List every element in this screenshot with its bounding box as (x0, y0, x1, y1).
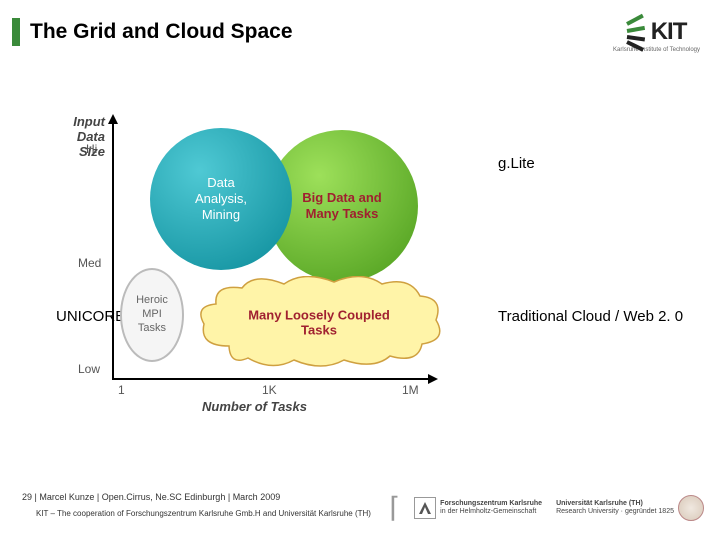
slide-header: The Grid and Cloud Space KIT Karlsruhe I… (0, 18, 720, 53)
y-axis-label-l3: Size (57, 144, 105, 159)
bubble-heroic-mpi-l1: Heroic (136, 294, 168, 306)
footer-meta: 29 | Marcel Kunze | Open.Cirrus, Ne.SC E… (22, 492, 280, 502)
university-seal-icon (678, 495, 704, 521)
y-axis-label-l1: Input (57, 114, 105, 129)
bubble-heroic-mpi: Heroic MPI Tasks (120, 268, 184, 362)
bubble-heroic-mpi-l2: MPI (142, 308, 162, 320)
x-tick-1m: 1M (402, 383, 419, 397)
bubble-big-data-l1: Big Data and (302, 190, 381, 205)
title-wrap: The Grid and Cloud Space (0, 18, 293, 46)
logo-uni-karlsruhe: Universität Karlsruhe (TH) Research Univ… (556, 495, 704, 521)
kit-logo: KIT Karlsruhe Institute of Technology (613, 18, 700, 53)
logo-fzk-l2: in der Helmholtz-Gemeinschaft (440, 508, 542, 516)
fzk-icon (414, 497, 436, 519)
slide-title: The Grid and Cloud Space (30, 20, 293, 44)
logo-uni-l1: Universität Karlsruhe (TH) (556, 500, 674, 508)
logo-uni-l2: Research University · gegründet 1825 (556, 508, 674, 516)
bubble-data-mining-l2: Analysis, (195, 191, 247, 206)
callout-traditional-cloud: Traditional Cloud / Web 2. 0 (498, 308, 683, 325)
bubble-loosely-coupled: Many Loosely Coupled Tasks (194, 276, 444, 368)
y-tick-low: Low (78, 362, 100, 376)
logo-fzk: Forschungszentrum Karlsruhe in der Helmh… (414, 497, 542, 519)
footer-date: March 2009 (233, 492, 281, 502)
y-axis-label-l2: Data (57, 129, 105, 144)
kit-logo-text: KIT (651, 18, 687, 46)
y-tick-med: Med (78, 256, 101, 270)
x-axis-label: Number of Tasks (202, 399, 307, 414)
bubble-heroic-mpi-l3: Tasks (138, 322, 166, 334)
footer-event: Open.Cirrus, Ne.SC Edinburgh (102, 492, 226, 502)
y-axis (112, 120, 114, 380)
kit-fan-icon (627, 20, 647, 44)
bubble-big-data-l2: Many Tasks (306, 206, 379, 221)
bubble-data-mining-l3: Mining (202, 207, 240, 222)
footer-attribution: KIT – The cooperation of Forschungszentr… (36, 509, 371, 518)
callout-glite: g.Lite (498, 155, 535, 172)
x-tick-1k: 1K (262, 383, 277, 397)
slide-footer: 29 | Marcel Kunze | Open.Cirrus, Ne.SC E… (0, 480, 720, 540)
footer-logos: ⌈ Forschungszentrum Karlsruhe in der Hel… (389, 491, 704, 524)
bubble-data-mining-l1: Data (207, 175, 234, 190)
y-tick-hi: Hi (86, 142, 97, 156)
footer-author: Marcel Kunze (39, 492, 94, 502)
bracket-icon: ⌈ (389, 491, 400, 524)
kit-logo-subtext: Karlsruhe Institute of Technology (613, 47, 700, 53)
callout-unicore: UNICORE (56, 308, 125, 325)
bubble-loosely-coupled-label: Many Loosely Coupled Tasks (229, 308, 409, 338)
logo-fzk-l1: Forschungszentrum Karlsruhe (440, 500, 542, 508)
x-axis (112, 378, 432, 380)
accent-bar (12, 18, 20, 46)
x-tick-1: 1 (118, 383, 125, 397)
y-axis-label: Input Data Size (57, 114, 105, 159)
bubble-data-mining: Data Analysis, Mining (150, 128, 292, 270)
page-number: 29 (22, 492, 32, 502)
bubble-chart: Input Data Size Hi Med Low Number of Tas… (112, 120, 452, 400)
